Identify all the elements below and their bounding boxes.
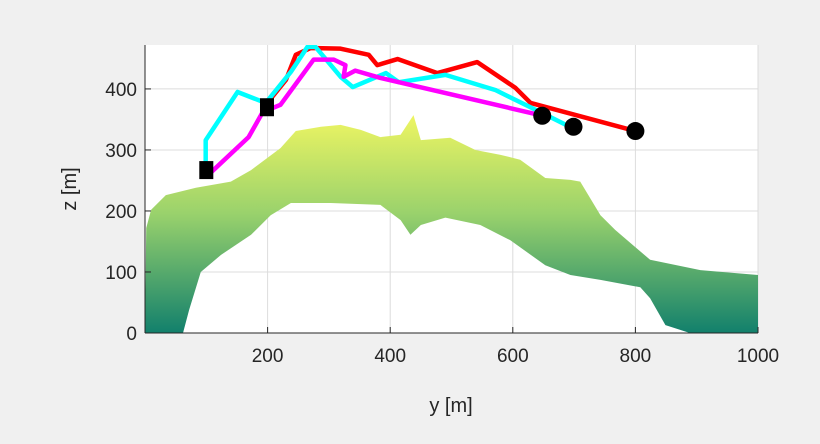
x-tick-label: 200	[252, 346, 284, 367]
path-line	[203, 45, 574, 166]
terrain-surface	[145, 115, 758, 333]
x-tick-label: 800	[620, 346, 652, 367]
start-marker	[259, 98, 274, 117]
plot-area	[145, 45, 758, 333]
path-line	[264, 45, 636, 134]
y-tick-label: 200	[105, 202, 137, 223]
y-tick-label: 0	[126, 324, 137, 345]
axes: 200 400 600 800 1000 0 100 200 300 400	[105, 45, 779, 367]
y-axis-label: z [m]	[59, 167, 81, 210]
x-tick-label: 600	[497, 346, 529, 367]
start-marker	[199, 161, 214, 180]
end-marker	[564, 117, 583, 136]
y-tick-label: 100	[105, 263, 137, 284]
x-axis-label: y [m]	[429, 395, 472, 417]
x-tick-label: 400	[374, 346, 406, 367]
y-tick-label: 400	[105, 80, 137, 101]
x-tick-label: 1000	[737, 346, 779, 367]
end-marker	[533, 106, 552, 125]
path-line	[205, 57, 541, 178]
end-marker	[626, 122, 645, 141]
y-tick-label: 300	[105, 141, 137, 162]
